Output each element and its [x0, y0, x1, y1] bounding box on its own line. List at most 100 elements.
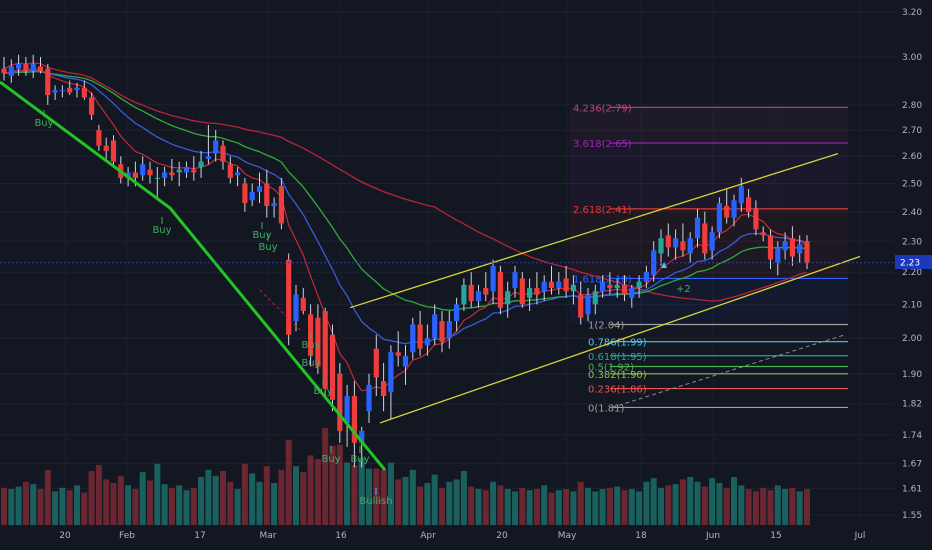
volume-bar — [570, 491, 577, 525]
volume-bar — [716, 483, 723, 525]
volume-bar — [519, 487, 526, 525]
fib-zone — [570, 143, 848, 209]
candle-body — [37, 66, 44, 72]
price-axis[interactable]: 3.20 3.00 2.80 2.70 2.60 2.50 2.40 2.30 2.20 2.10… — [902, 8, 922, 521]
candle-body — [505, 291, 511, 305]
date-tick-label: 20 — [59, 531, 71, 541]
volume-bar — [15, 486, 22, 525]
candle-body — [198, 161, 204, 168]
volume-bar — [533, 489, 540, 525]
volume-bar — [614, 486, 621, 525]
candle-body — [534, 288, 540, 295]
volume-bar — [409, 469, 416, 525]
candle-body — [183, 167, 190, 173]
volume-bar — [66, 490, 73, 525]
volume-bar — [774, 485, 781, 525]
candle-body — [96, 130, 102, 146]
volume-bar — [628, 489, 635, 525]
candle-body — [578, 294, 584, 318]
buy-signal-label: Buy — [313, 386, 332, 397]
candle-body — [432, 314, 438, 339]
price-tick-label: 2.50 — [902, 179, 922, 189]
volume-bar — [336, 444, 343, 525]
candle-body — [191, 169, 197, 173]
candle-body — [278, 186, 284, 224]
candle-body — [235, 172, 241, 176]
candle-body — [417, 324, 423, 349]
candle-body — [753, 208, 759, 230]
candle-body — [724, 206, 730, 218]
volume-bar — [424, 483, 431, 525]
volume-bar — [271, 483, 278, 525]
channel-upper-line — [349, 152, 839, 309]
candle-body — [490, 265, 496, 292]
indicator-lines — [3, 62, 808, 392]
volume-bar — [767, 490, 774, 525]
candle-body — [775, 247, 781, 263]
price-tick-label: 3.00 — [902, 53, 922, 63]
volume-bar — [782, 489, 789, 525]
date-tick-label: Jun — [705, 531, 720, 541]
candle-body — [673, 238, 679, 248]
date-axis[interactable]: 20 Feb 17 Mar 16 Apr 20 May 18 Jun 15 Jul — [59, 531, 865, 541]
candle-body — [570, 284, 576, 292]
volume-bar — [139, 472, 146, 525]
volume-bar — [804, 489, 810, 525]
candle-body — [636, 281, 642, 289]
candle-body — [767, 235, 774, 260]
candle-body — [461, 284, 467, 305]
volume-bar — [147, 480, 153, 525]
price-tick-label: 1.82 — [902, 400, 922, 410]
volume-bar — [95, 465, 102, 525]
volume-bar — [760, 487, 767, 525]
volume-bar — [526, 490, 533, 525]
candle-body — [147, 169, 153, 176]
candle-body — [687, 238, 693, 254]
volume-bar — [285, 439, 292, 525]
volume-bar — [431, 474, 438, 525]
volume-bar — [563, 489, 570, 525]
candle-body — [176, 169, 182, 173]
candle-body — [563, 278, 569, 292]
fib-projection-line — [611, 334, 846, 408]
date-tick-label: 17 — [194, 531, 205, 541]
candle-body — [454, 304, 460, 322]
volume-bar — [555, 490, 562, 525]
volume-bars — [1, 427, 810, 525]
candle-body — [154, 177, 160, 179]
candle-body — [337, 373, 343, 431]
volume-bar — [278, 469, 285, 525]
candle-body — [468, 284, 474, 302]
fib-level-label: 0.786(1.99) — [588, 338, 647, 349]
candle-body — [132, 172, 138, 178]
candlesticks — [1, 54, 810, 468]
candle-body — [789, 238, 795, 257]
volume-bar — [44, 469, 51, 525]
volume-bar — [227, 481, 234, 525]
candle-body — [103, 145, 109, 151]
candle-body — [140, 164, 146, 176]
candle-body — [607, 284, 613, 289]
candle-body — [110, 140, 117, 162]
candle-body — [402, 355, 409, 367]
candle-body — [702, 223, 708, 254]
candle-body — [585, 294, 591, 315]
buy-signal-label: Buy — [350, 454, 369, 465]
ema-slow-line — [3, 70, 808, 345]
candle-body — [45, 68, 51, 96]
price-tick-label: 2.60 — [902, 152, 922, 162]
candle-body — [227, 164, 233, 178]
volume-bar — [599, 489, 606, 525]
candle-body — [322, 311, 328, 389]
volume-bar — [585, 487, 591, 525]
candle-body — [213, 140, 219, 154]
candle-body — [483, 288, 489, 295]
candle-body — [169, 172, 175, 176]
price-tick-label: 2.40 — [902, 208, 922, 218]
candle-body — [512, 272, 518, 289]
date-tick-label: Apr — [420, 531, 436, 541]
volume-bar — [74, 485, 80, 525]
volume-bar — [256, 481, 263, 525]
